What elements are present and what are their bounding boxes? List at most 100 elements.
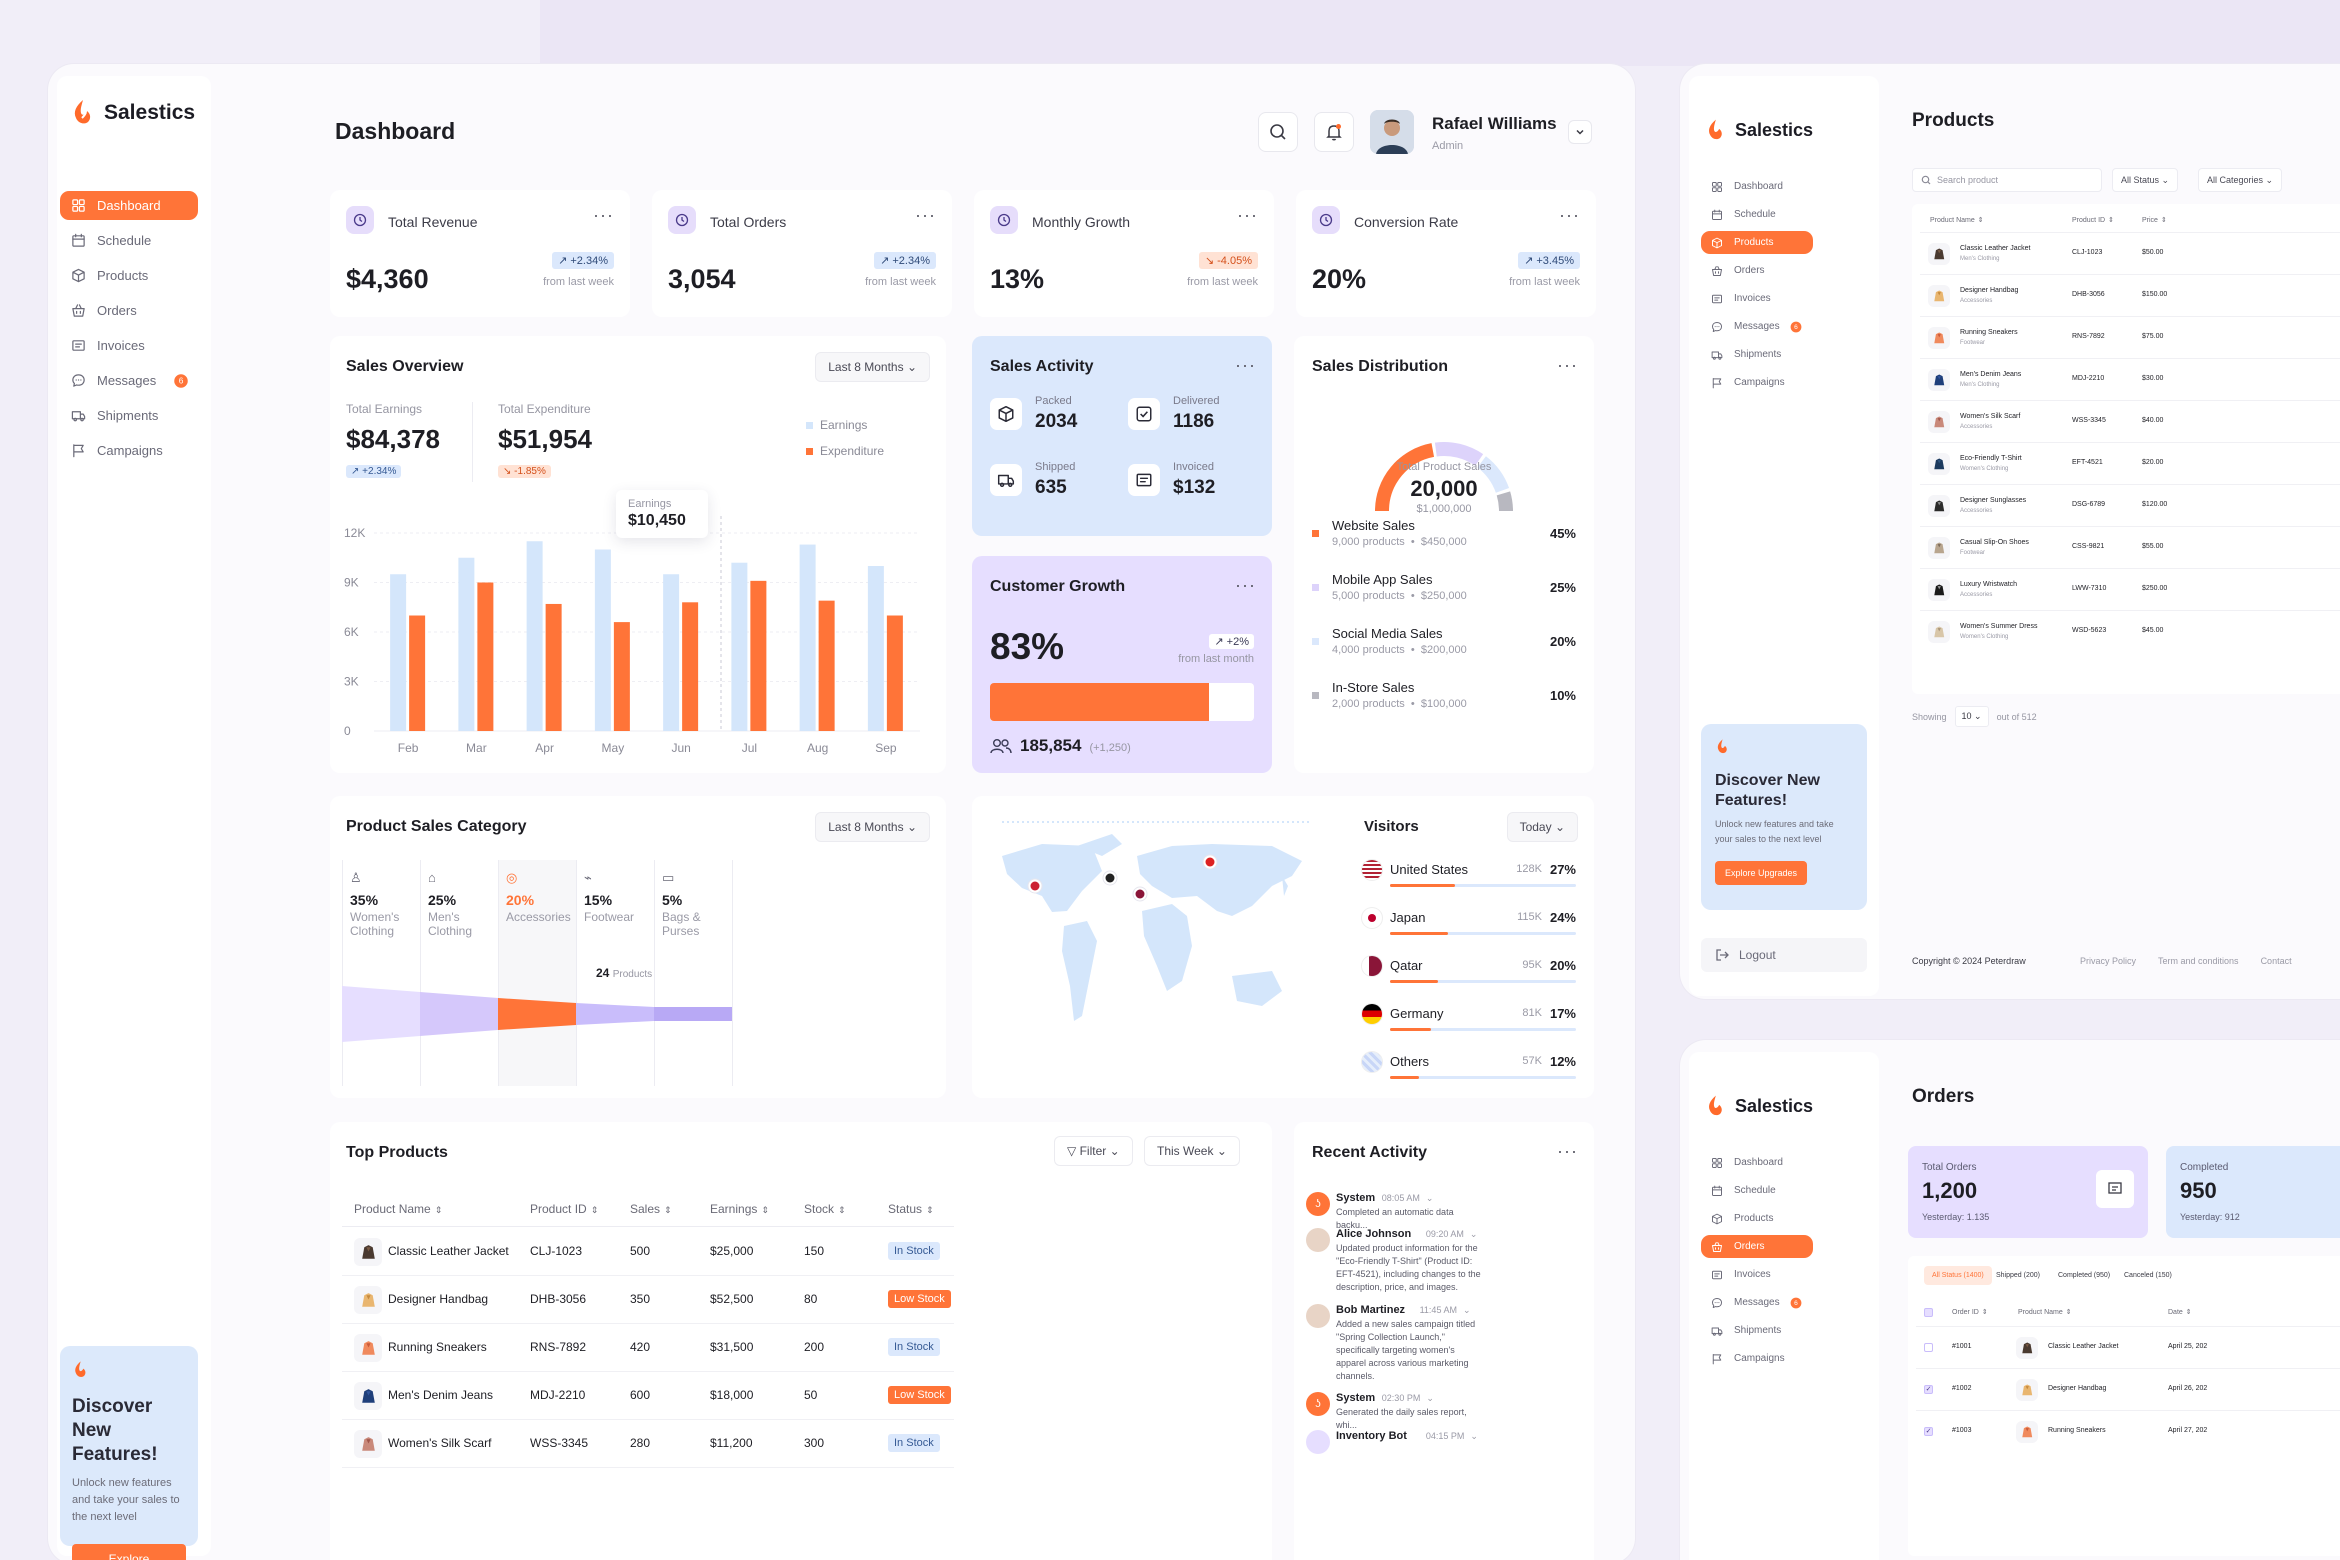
sidebar-item-dashboard[interactable]: Dashboard [1701, 1151, 1813, 1174]
more-icon[interactable]: ··· [1237, 205, 1258, 225]
sidebar-item-messages[interactable]: Messages 6 [60, 366, 198, 395]
bar-expenditure[interactable] [409, 615, 426, 732]
top-period-select[interactable]: This Week ⌄ [1144, 1136, 1240, 1166]
more-icon[interactable]: ··· [1557, 1141, 1578, 1161]
footer-link[interactable]: Contact [2260, 956, 2292, 966]
product-category-filter[interactable]: All Categories ⌄ [2198, 168, 2283, 192]
row-checkbox[interactable] [1924, 1343, 1933, 1352]
column-header[interactable]: Status ⇕ [888, 1202, 934, 1216]
sidebar-item-campaigns[interactable]: Campaigns [60, 436, 198, 465]
row-checkbox[interactable]: ✓ [1924, 1385, 1933, 1394]
sidebar-item-messages[interactable]: Messages 6 [1701, 1291, 1813, 1314]
sidebar-item-invoices[interactable]: Invoices [1701, 1263, 1813, 1286]
column-header[interactable]: Product Name ⇕ [354, 1202, 442, 1216]
table-row[interactable]: Women's Silk Scarf WSS-3345 280 $11,200 300 I… [342, 1420, 954, 1468]
bar-expenditure[interactable] [886, 615, 903, 732]
page-size-select[interactable]: 10 ⌄ [1954, 706, 1989, 727]
more-icon[interactable]: ··· [915, 205, 936, 225]
sidebar-item-orders[interactable]: Orders [60, 296, 198, 325]
table-row[interactable]: Luxury Wristwatch Accessories LWW-7310 $250… [1920, 568, 2340, 610]
table-row[interactable]: Eco-Friendly T-Shirt Women's Clothing EFT-… [1920, 442, 2340, 484]
gauge-segment[interactable] [1477, 456, 1510, 493]
column-header[interactable]: Price ⇕ [2142, 216, 2167, 224]
brand[interactable]: Salestics [1705, 118, 1813, 143]
funnel-segment[interactable] [498, 998, 576, 1030]
column-header[interactable]: Date ⇕ [2168, 1308, 2192, 1316]
funnel-segment[interactable] [576, 1003, 654, 1025]
order-tab[interactable]: Shipped (200) [1996, 1272, 2040, 1279]
bar-expenditure[interactable] [613, 622, 630, 731]
bar-earnings[interactable] [458, 557, 475, 731]
sidebar-item-schedule[interactable]: Schedule [60, 226, 198, 255]
table-row[interactable]: ✓ #1003 Running Sneakers April 27, 202 [1916, 1410, 2340, 1452]
footer-link[interactable]: Privacy Policy [2080, 956, 2137, 966]
column-header[interactable]: Stock ⇕ [804, 1202, 846, 1216]
chevron-icon[interactable]: ⌄ [1426, 1393, 1434, 1403]
avatar[interactable] [1370, 110, 1414, 154]
product-search[interactable]: Search product [1912, 168, 2102, 192]
filter-button[interactable]: ▽ Filter ⌄ [1054, 1136, 1133, 1166]
sidebar-item-orders[interactable]: Orders [1701, 1235, 1813, 1258]
search-button[interactable] [1258, 112, 1298, 152]
logout-button[interactable]: Logout [1701, 938, 1867, 972]
gauge-segment[interactable] [1434, 442, 1484, 466]
table-row[interactable]: ✓ #1002 Designer Handbag April 26, 202 [1916, 1368, 2340, 1410]
chevron-icon[interactable]: ⌄ [1469, 1229, 1478, 1239]
row-checkbox[interactable]: ✓ [1924, 1427, 1933, 1436]
sidebar-item-products[interactable]: Products [1701, 1207, 1813, 1230]
column-header[interactable]: Earnings ⇕ [710, 1202, 769, 1216]
table-row[interactable]: Men's Denim Jeans Men's Clothing MDJ-2210 $… [1920, 358, 2340, 400]
bar-earnings[interactable] [731, 562, 748, 731]
category-period-select[interactable]: Last 8 Months ⌄ [815, 812, 930, 842]
table-row[interactable]: Classic Leather Jacket Men's Clothing CLJ-… [1920, 232, 2340, 274]
sidebar-item-products[interactable]: Products [60, 261, 198, 290]
bar-expenditure[interactable] [818, 600, 835, 731]
table-row[interactable]: Classic Leather Jacket CLJ-1023 500 $25,000… [342, 1228, 954, 1276]
table-row[interactable]: Men's Denim Jeans MDJ-2210 600 $18,000 50 Low… [342, 1372, 954, 1420]
bar-earnings[interactable] [594, 549, 611, 732]
bar-expenditure[interactable] [477, 582, 494, 732]
order-tab[interactable]: Canceled (150) [2124, 1272, 2172, 1279]
brand[interactable]: Salestics [1705, 1094, 1813, 1119]
orders-invoice-button[interactable] [2096, 1170, 2134, 1208]
table-row[interactable]: Women's Summer Dress Women's Clothing WSD-… [1920, 610, 2340, 652]
bar-expenditure[interactable] [545, 603, 562, 731]
more-icon[interactable]: ··· [593, 205, 614, 225]
sidebar-item-invoices[interactable]: Invoices [60, 331, 198, 360]
table-row[interactable]: Casual Slip-On Shoes Footwear CSS-9821 $55.… [1920, 526, 2340, 568]
bar-earnings[interactable] [390, 574, 407, 731]
notifications-button[interactable] [1314, 112, 1354, 152]
column-header[interactable]: Order ID ⇕ [1952, 1308, 1988, 1316]
column-header[interactable]: Product Name ⇕ [1930, 216, 1984, 224]
sidebar-item-invoices[interactable]: Invoices [1701, 287, 1813, 310]
more-icon[interactable]: ··· [1559, 205, 1580, 225]
column-header[interactable]: Product Name ⇕ [2018, 1308, 2072, 1316]
sidebar-item-campaigns[interactable]: Campaigns [1701, 1347, 1813, 1370]
visitors-period-select[interactable]: Today ⌄ [1506, 812, 1578, 842]
gauge-segment[interactable] [1496, 491, 1513, 512]
column-header[interactable]: Product ID ⇕ [2072, 216, 2114, 224]
footer-link[interactable]: Term and conditions [2158, 956, 2239, 966]
bar-earnings[interactable] [867, 566, 884, 731]
more-icon[interactable]: ··· [1235, 355, 1256, 375]
funnel-segment[interactable] [420, 992, 498, 1036]
bar-earnings[interactable] [663, 574, 680, 731]
product-status-filter[interactable]: All Status ⌄ [2112, 168, 2179, 192]
table-row[interactable]: Running Sneakers Footwear RNS-7892 $75.00 [1920, 316, 2340, 358]
brand[interactable]: Salestics [70, 98, 195, 128]
chevron-icon[interactable]: ⌄ [1425, 1193, 1434, 1203]
select-all-checkbox[interactable] [1924, 1308, 1933, 1317]
table-row[interactable]: Women's Silk Scarf Accessories WSS-3345 $40… [1920, 400, 2340, 442]
sidebar-item-messages[interactable]: Messages 6 [1701, 315, 1813, 338]
sidebar-item-products[interactable]: Products [1701, 231, 1813, 254]
table-row[interactable]: Running Sneakers RNS-7892 420 $31,500 200 In … [342, 1324, 954, 1372]
order-tab[interactable]: All Status (1400) [1924, 1266, 1992, 1285]
gauge-segment[interactable] [1375, 443, 1435, 512]
chevron-icon[interactable]: ⌄ [1462, 1305, 1471, 1315]
sidebar-item-shipments[interactable]: Shipments [1701, 343, 1813, 366]
bar-earnings[interactable] [799, 544, 816, 731]
funnel-segment[interactable] [654, 1007, 732, 1021]
user-menu-toggle[interactable] [1568, 120, 1592, 144]
funnel-segment[interactable] [342, 986, 420, 1042]
sidebar-item-shipments[interactable]: Shipments [1701, 1319, 1813, 1342]
